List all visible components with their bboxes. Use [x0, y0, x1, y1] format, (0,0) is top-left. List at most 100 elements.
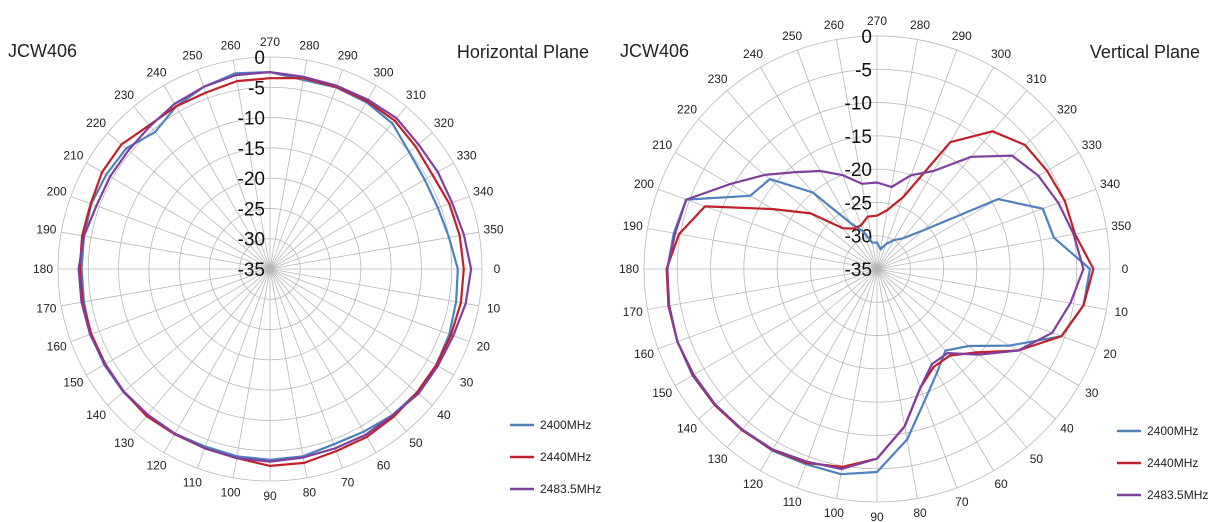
grid-spoke [70, 268, 271, 342]
angle-tick-label: 320 [434, 116, 454, 130]
angle-tick-label: 0 [1122, 262, 1129, 276]
grid-spoke [61, 268, 271, 307]
angle-tick-label: 0 [494, 262, 501, 276]
angle-tick-label: 100 [824, 506, 844, 520]
grid-spoke [163, 85, 271, 270]
grid-spoke [876, 268, 1107, 310]
grid-spoke [876, 67, 994, 270]
grid-spoke [70, 196, 271, 270]
grid-spoke [133, 268, 271, 432]
radial-tick-label: 0 [861, 27, 872, 48]
angle-tick-label: 70 [341, 475, 355, 489]
series-line-2440MHz [78, 77, 465, 467]
grid-spoke [726, 90, 878, 270]
angle-tick-label: 270 [867, 14, 887, 28]
grid-spokes [58, 57, 482, 481]
series-line-2400MHz [80, 71, 459, 461]
chart-title: Horizontal Plane [457, 42, 589, 62]
angle-tick-label: 350 [1111, 219, 1131, 233]
radial-labels: 0 -5 -10 -15 -20 -25 -30 -35 [845, 27, 872, 281]
radial-tick-label: -20 [845, 160, 872, 181]
angle-tick-label: 140 [677, 421, 697, 435]
grid-spoke [876, 228, 1107, 270]
angle-tick-label: 100 [221, 486, 241, 500]
grid-spoke [876, 152, 1079, 270]
legend-label: 2400MHz [1147, 424, 1198, 438]
polar-chart-1: 0 10 20 30 40 50 60 70 80 90 100 110 120 130 140 150 160… [8, 35, 601, 503]
angle-tick-label: 90 [263, 489, 277, 503]
angle-tick-label: 140 [86, 408, 106, 422]
angle-tick-label: 200 [634, 177, 654, 191]
angle-tick-label: 190 [623, 219, 643, 233]
radial-tick-label: -5 [248, 78, 265, 99]
grid-spoke [269, 60, 308, 270]
angle-tick-label: 260 [824, 18, 844, 32]
angle-tick-label: 230 [708, 72, 728, 86]
grid-spoke [269, 268, 433, 406]
angle-tick-label: 280 [299, 38, 319, 52]
grid-spoke [269, 69, 343, 270]
series-line-2400MHz [666, 178, 1092, 476]
angle-tick-label: 110 [783, 495, 802, 509]
angle-tick-label: 230 [114, 88, 134, 102]
angle-tick-label: 120 [146, 459, 166, 473]
legend: 2400MHz 2440MHz 2483.5MHz [1117, 424, 1208, 502]
grid-spoke [876, 268, 1097, 350]
grid-spoke [675, 152, 878, 270]
angle-tick-label: 150 [652, 386, 672, 400]
grid-spokes [644, 36, 1110, 502]
grid-spoke [760, 67, 878, 270]
angle-tick-label: 250 [782, 29, 802, 43]
angle-tick-label: 220 [677, 103, 697, 117]
polar-chart-2: 0 10 20 30 40 50 60 70 80 90 100 110 120 130 140 150 160… [619, 14, 1208, 522]
grid-spoke [698, 268, 878, 420]
angle-tick-label: 130 [708, 452, 728, 466]
angle-tick-label: 340 [473, 184, 493, 198]
angle-tick-label: 330 [457, 149, 477, 163]
series-line-2483.5MHz [77, 71, 473, 463]
angle-tick-label: 290 [952, 29, 972, 43]
grid-spoke [133, 106, 271, 270]
angle-tick-label: 200 [47, 184, 67, 198]
grid-spoke [197, 268, 271, 469]
angle-tick-label: 310 [406, 88, 426, 102]
grid-spoke [107, 268, 271, 406]
angle-tick-label: 20 [477, 340, 491, 354]
grid-spoke [269, 162, 454, 270]
angle-tick-label: 310 [1026, 72, 1046, 86]
angle-tick-label: 270 [260, 35, 280, 49]
radial-tick-label: -15 [238, 139, 265, 160]
angle-tick-label: 120 [743, 477, 763, 491]
radial-tick-label: -35 [845, 260, 872, 281]
angle-tick-label: 170 [36, 301, 56, 315]
legend: 2400MHz 2440MHz 2483.5MHz [510, 418, 601, 496]
angle-tick-label: 40 [1060, 421, 1074, 435]
angle-tick-label: 10 [487, 301, 501, 315]
grid-spoke [876, 268, 994, 471]
angle-tick-label: 20 [1103, 347, 1117, 361]
grid-spoke [269, 268, 377, 453]
grid-spoke [876, 268, 958, 489]
angle-labels: 0 10 20 30 40 50 60 70 80 90 100 110 120 130 140 150 160… [33, 35, 504, 503]
grid-spoke [269, 268, 407, 432]
angle-tick-label: 110 [183, 475, 202, 489]
angle-tick-label: 150 [63, 376, 83, 390]
grid-spoke [269, 231, 479, 270]
grid-spoke [726, 268, 878, 448]
radial-labels: 0 -5 -10 -15 -20 -25 -30 -35 [238, 48, 265, 281]
grid-spoke [836, 268, 878, 499]
grid-spoke [876, 188, 1097, 270]
angle-tick-label: 130 [114, 436, 134, 450]
angle-tick-label: 10 [1115, 305, 1129, 319]
angle-tick-label: 80 [303, 486, 317, 500]
angle-tick-label: 340 [1100, 177, 1120, 191]
angle-tick-label: 180 [619, 262, 639, 276]
radial-tick-label: 0 [254, 48, 265, 69]
angle-tick-label: 60 [994, 477, 1008, 491]
angle-tick-label: 50 [1030, 452, 1044, 466]
grid-spoke [876, 268, 1028, 448]
model-label: JCW406 [8, 41, 77, 61]
series-line-2483.5MHz [666, 154, 1085, 471]
angle-tick-label: 350 [484, 223, 504, 237]
